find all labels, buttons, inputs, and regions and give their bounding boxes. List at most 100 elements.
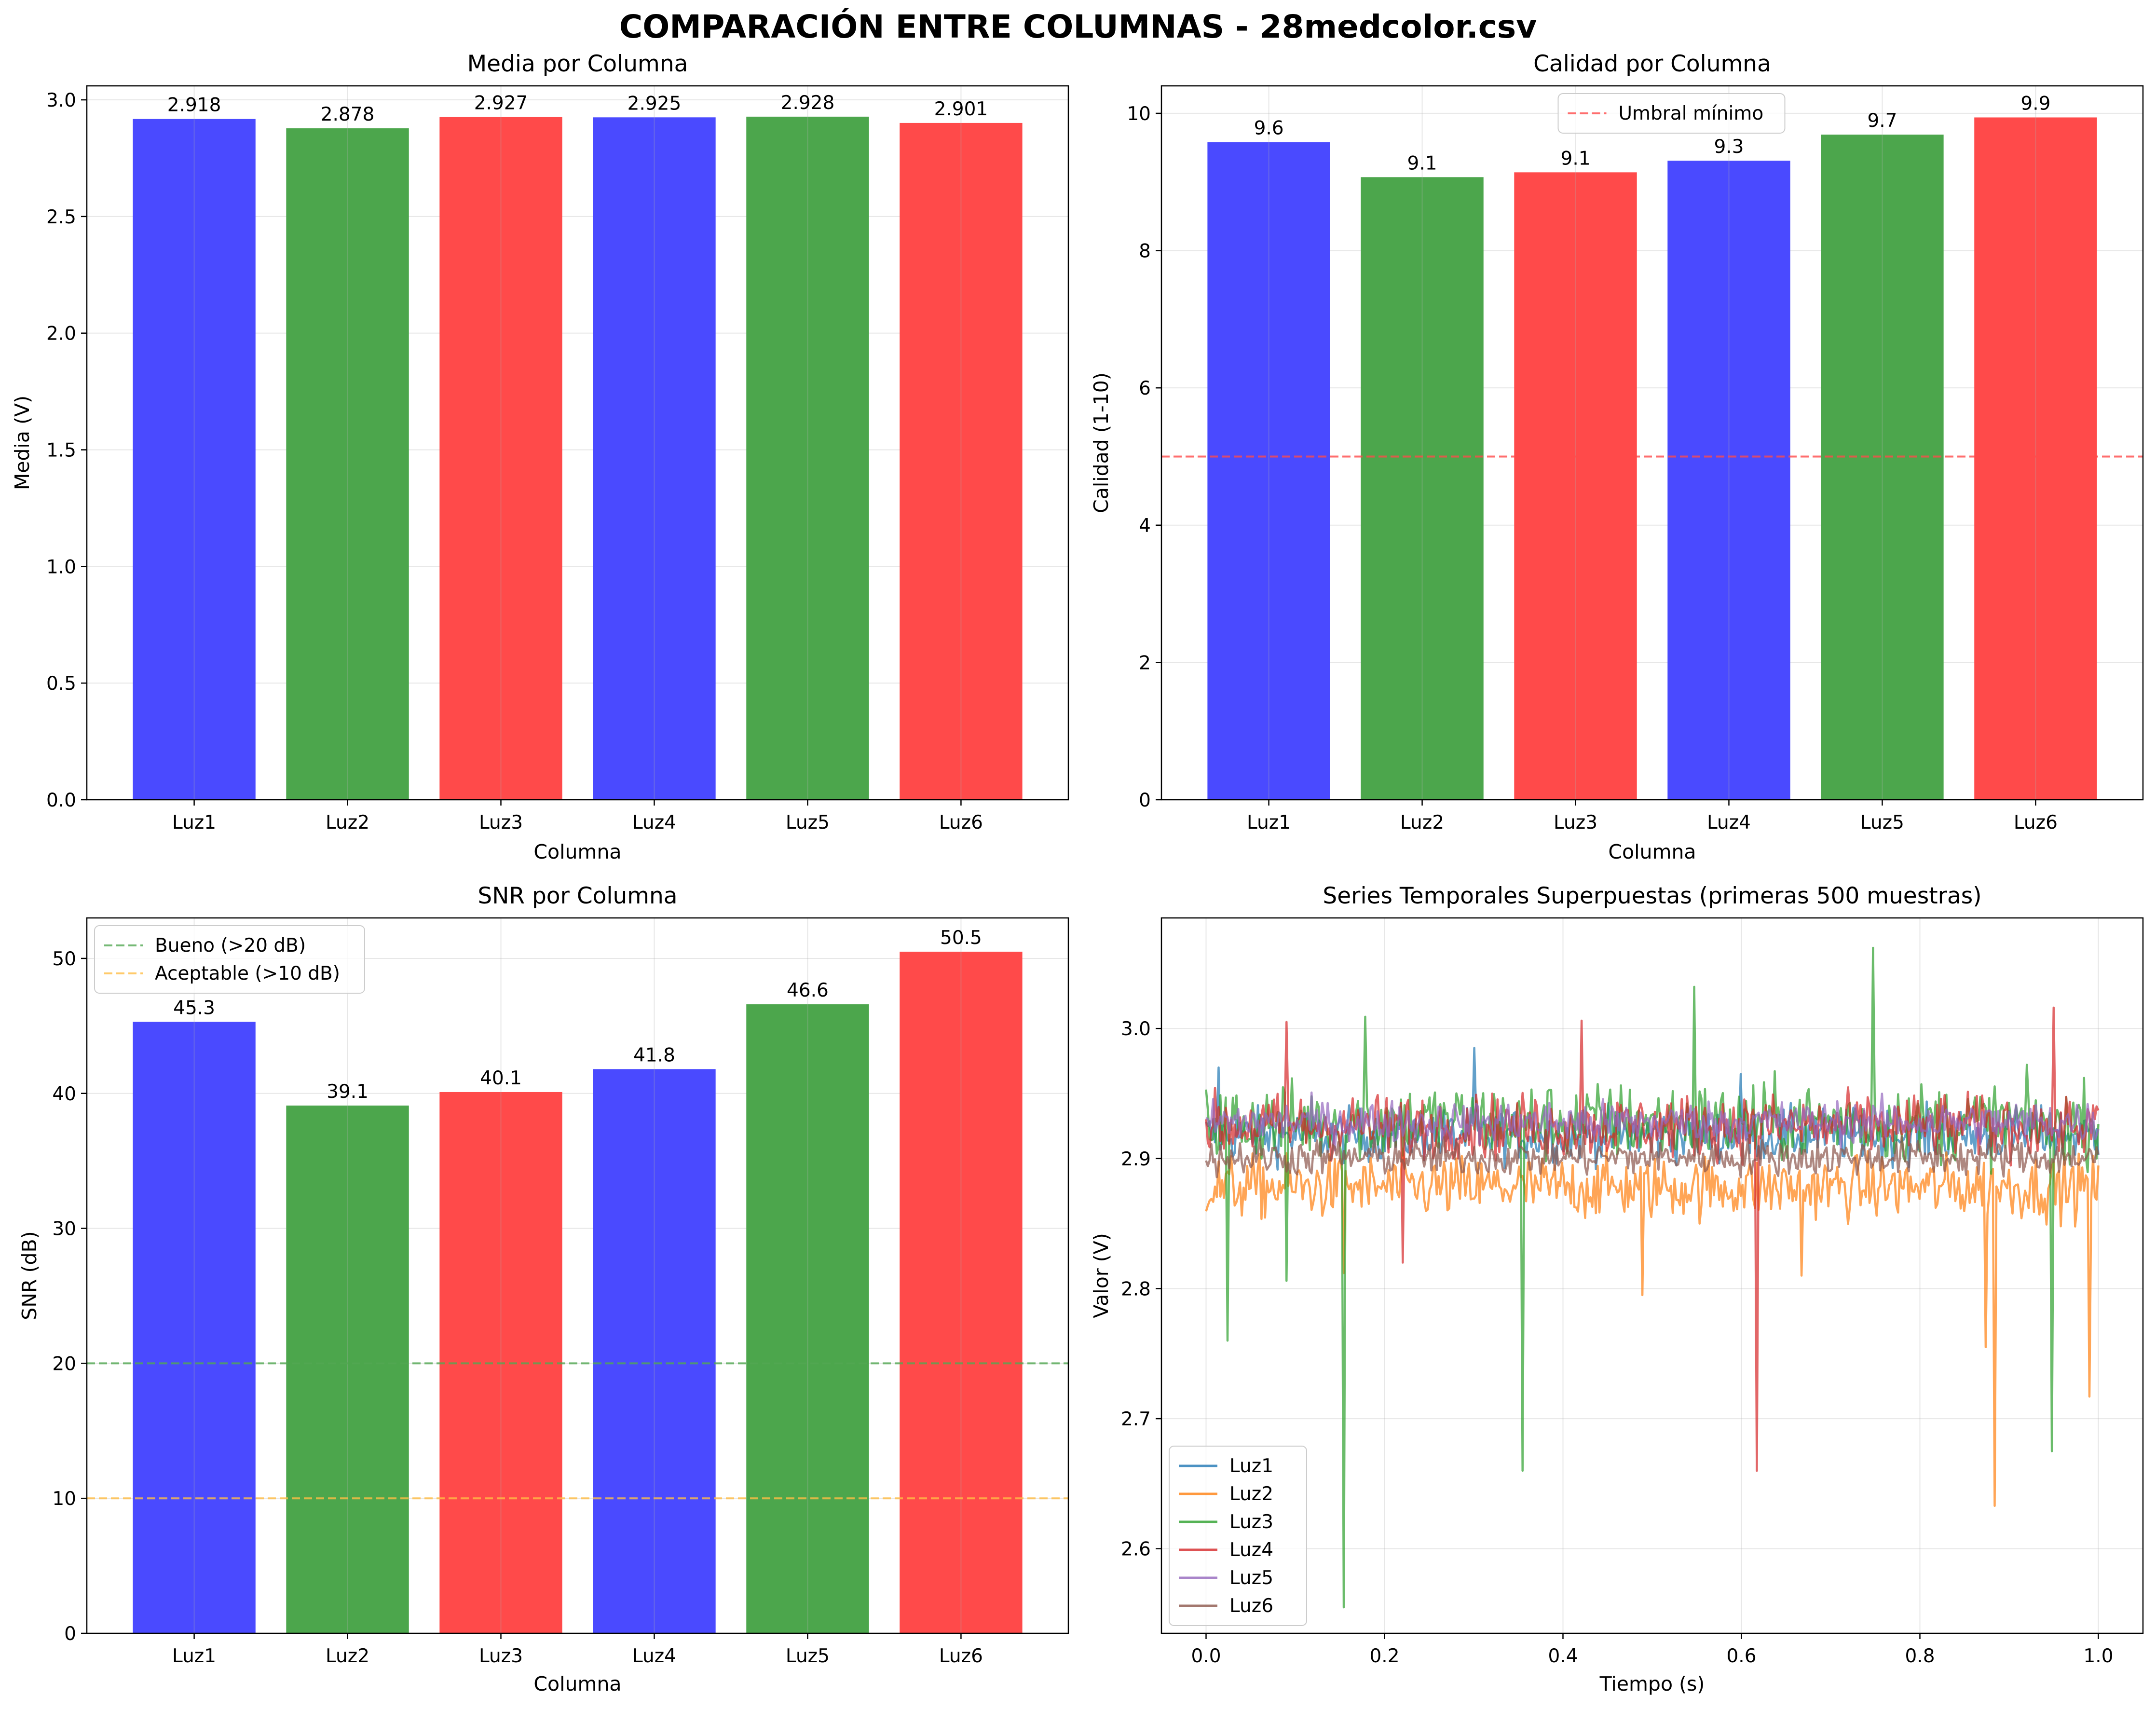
legend-label-snr-0: Bueno (>20 dB) [155, 935, 306, 957]
data-label-calidad-luz3: 9.1 [1561, 148, 1591, 169]
y-tick-label-media: 1.5 [46, 440, 76, 462]
data-label-media-luz3: 2.927 [474, 92, 528, 114]
x-axis-label-calidad: Columna [1608, 840, 1696, 863]
bar-snr-luz4 [593, 1069, 716, 1633]
legend-label-luz1: Luz1 [1229, 1455, 1273, 1477]
y-tick-label-media: 2.0 [46, 323, 76, 345]
legend-label-luz4: Luz4 [1229, 1539, 1273, 1561]
panel-calidad: Calidad por Columna Columna Calidad (1-10)… [1090, 51, 2144, 863]
data-label-calidad-luz1: 9.6 [1254, 118, 1284, 139]
x-axis-label-series: Tiempo (s) [1599, 1672, 1705, 1695]
bar-snr-luz1 [133, 1022, 256, 1633]
bar-media-luz1 [133, 119, 256, 800]
y-tick-label-snr: 0 [64, 1623, 76, 1645]
x-axis-label-snr: Columna [533, 1672, 621, 1695]
data-label-snr-luz6: 50.5 [940, 927, 982, 949]
bar-snr-luz5 [746, 1004, 869, 1633]
data-label-snr-luz2: 39.1 [327, 1081, 368, 1103]
x-tick-label-series: 0.8 [1905, 1645, 1935, 1667]
y-tick-label-series: 2.9 [1121, 1148, 1151, 1170]
legend-box-calidad [1557, 93, 1786, 134]
x-tick-label-calidad-luz2: Luz2 [1400, 812, 1444, 834]
bar-snr-luz2 [286, 1105, 409, 1633]
y-tick-label-snr: 20 [52, 1353, 76, 1375]
x-tick-label-media-luz1: Luz1 [172, 812, 216, 834]
y-tick-label-media: 1.0 [46, 556, 76, 578]
y-tick-label-calidad: 6 [1139, 378, 1151, 399]
x-tick-label-media-luz5: Luz5 [786, 812, 830, 834]
x-tick-label-media-luz3: Luz3 [479, 812, 523, 834]
y-tick-label-series: 2.6 [1121, 1539, 1151, 1560]
panel-series: Series Temporales Superpuestas (primeras… [1090, 883, 2144, 1695]
bar-media-luz4 [593, 117, 716, 800]
panel-snr: SNR por Columna Columna SNR (dB) 45.3 39.1 40… [18, 883, 1069, 1695]
y-tick-label-media: 0.5 [46, 673, 76, 695]
x-tick-label-media-luz4: Luz4 [632, 812, 676, 834]
y-tick-label-calidad: 8 [1139, 241, 1151, 262]
data-label-snr-luz4: 41.8 [633, 1044, 675, 1066]
y-tick-label-media: 0.0 [46, 790, 76, 811]
legend-snr: Bueno (>20 dB) Aceptable (>10 dB) [94, 925, 365, 994]
bar-calidad-luz4 [1667, 161, 1790, 800]
data-label-calidad-luz4: 9.3 [1714, 136, 1744, 158]
series-lines [1205, 946, 2100, 1609]
y-axis-label-calidad: Calidad (1-10) [1090, 372, 1113, 513]
x-tick-label-calidad-luz6: Luz6 [2014, 812, 2058, 834]
y-tick-label-calidad: 2 [1139, 652, 1151, 674]
x-tick-label-media-luz2: Luz2 [326, 812, 369, 834]
legend-box-snr [94, 925, 365, 994]
x-tick-label-calidad-luz5: Luz5 [1860, 812, 1904, 834]
y-tick-label-calidad: 10 [1127, 103, 1151, 125]
y-tick-label-calidad: 4 [1139, 515, 1151, 537]
y-tick-label-series: 2.7 [1121, 1408, 1151, 1430]
series-line-luz5 [1205, 1091, 2100, 1152]
legend-label-luz5: Luz5 [1229, 1567, 1273, 1589]
axes-frame-calidad [1160, 85, 2144, 801]
panel-media: Media por Columna Columna Media (V) 2.918 2.… [11, 51, 1069, 863]
data-label-media-luz5: 2.928 [781, 92, 835, 114]
x-tick-label-snr-luz5: Luz5 [786, 1645, 830, 1667]
panel-title-snr: SNR por Columna [478, 883, 677, 909]
y-tick-label-media: 2.5 [46, 206, 76, 228]
x-tick-label-calidad-luz4: Luz4 [1707, 812, 1751, 834]
data-label-calidad-luz2: 9.1 [1407, 152, 1437, 174]
x-tick-label-series: 0.4 [1548, 1645, 1578, 1667]
legend-label-snr-1: Aceptable (>10 dB) [155, 963, 340, 984]
bar-calidad-luz3 [1514, 172, 1637, 800]
bar-calidad-luz2 [1361, 177, 1484, 800]
x-tick-label-series: 0.6 [1726, 1645, 1756, 1667]
data-label-snr-luz1: 45.3 [173, 997, 215, 1019]
axes-frame-snr [86, 917, 1069, 1634]
legend-calidad: Umbral mínimo [1557, 93, 1786, 134]
data-label-media-luz4: 2.925 [628, 93, 682, 114]
x-tick-label-snr-luz2: Luz2 [326, 1645, 369, 1667]
x-tick-label-series: 0.0 [1191, 1645, 1221, 1667]
x-tick-label-calidad-luz1: Luz1 [1247, 812, 1291, 834]
x-tick-label-snr-luz3: Luz3 [479, 1645, 523, 1667]
legend-series: Luz1 Luz2 Luz3 Luz4 Luz5 Luz6 [1169, 1446, 1307, 1626]
data-label-snr-luz3: 40.1 [480, 1067, 522, 1089]
x-tick-label-series: 0.2 [1369, 1645, 1399, 1667]
data-label-calidad-luz6: 9.9 [2020, 93, 2050, 114]
y-axis-label-media: Media (V) [11, 396, 34, 490]
bar-media-luz5 [746, 116, 869, 800]
x-tick-label-snr-luz4: Luz4 [632, 1645, 676, 1667]
y-tick-label-snr: 30 [52, 1218, 76, 1240]
legend-label-luz3: Luz3 [1229, 1511, 1273, 1533]
data-label-media-luz2: 2.878 [321, 104, 375, 125]
x-axis-label-media: Columna [533, 840, 621, 863]
axes-frame-series [1160, 917, 2144, 1634]
y-tick-label-snr: 10 [52, 1488, 76, 1510]
x-tick-label-snr-luz1: Luz1 [172, 1645, 216, 1667]
x-tick-label-media-luz6: Luz6 [939, 812, 983, 834]
data-label-media-luz6: 2.901 [934, 98, 988, 120]
y-tick-label-series: 3.0 [1121, 1018, 1151, 1040]
y-axis-label-series: Valor (V) [1090, 1233, 1113, 1318]
series-line-luz2 [1205, 1147, 2100, 1507]
data-label-media-luz1: 2.918 [167, 95, 221, 116]
legend-box-series [1169, 1446, 1307, 1626]
bar-calidad-luz1 [1207, 142, 1330, 800]
bar-calidad-luz6 [1974, 117, 2097, 800]
y-axis-label-snr: SNR (dB) [18, 1231, 41, 1320]
